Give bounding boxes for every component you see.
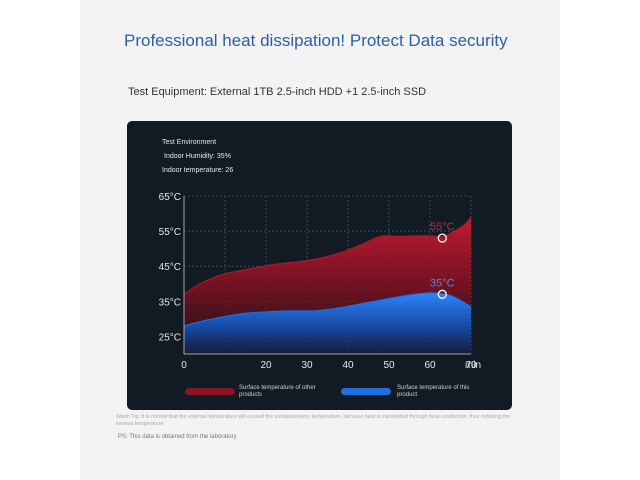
x-tick-label: 50 (383, 360, 395, 371)
y-tick-label: 35°C (159, 297, 181, 308)
chart-panel: Test Environment Indoor Humidity: 35% In… (127, 121, 512, 410)
headline: Professional heat dissipation! Protect D… (124, 31, 508, 50)
data-point-label: 55°C (430, 221, 455, 233)
x-tick-label: 60 (424, 360, 436, 371)
ps-note: PS: This data is obtained from the labor… (118, 434, 237, 440)
x-axis-label: min (465, 360, 481, 371)
data-point-marker (437, 233, 447, 243)
legend-swatch-other-products (185, 388, 235, 395)
legend-label-this-product: Surface temperature of this product (397, 385, 470, 398)
data-point-label: 35°C (430, 277, 455, 289)
environment-title: Test Environment (162, 139, 217, 146)
test-equipment-text: Test Equipment: External 1TB 2.5-inch HD… (128, 86, 427, 98)
warm-tip-text: Warm Tip: It is normal that the external… (116, 414, 511, 427)
legend-label-other-products: Surface temperature of other products (239, 385, 316, 398)
x-tick-label: 40 (342, 360, 354, 371)
legend-swatch-this-product (341, 388, 391, 395)
environment-humidity: Indoor Humidity: 35% (164, 153, 231, 160)
area-series-other-products-line (183, 216, 472, 295)
x-tick-label: 70 (465, 360, 477, 371)
y-tick-label: 25°C (159, 332, 181, 343)
environment-temperature: Indoor temperature: 26 (162, 167, 234, 174)
y-tick-label: 65°C (159, 192, 181, 203)
y-tick-label: 45°C (159, 262, 181, 273)
area-series-this-product (184, 292, 471, 354)
x-tick-label: 0 (181, 360, 187, 371)
y-tick-label: 55°C (159, 227, 181, 238)
x-tick-label: 20 (260, 360, 272, 371)
data-point-marker (437, 289, 447, 299)
x-tick-label: 30 (301, 360, 313, 371)
